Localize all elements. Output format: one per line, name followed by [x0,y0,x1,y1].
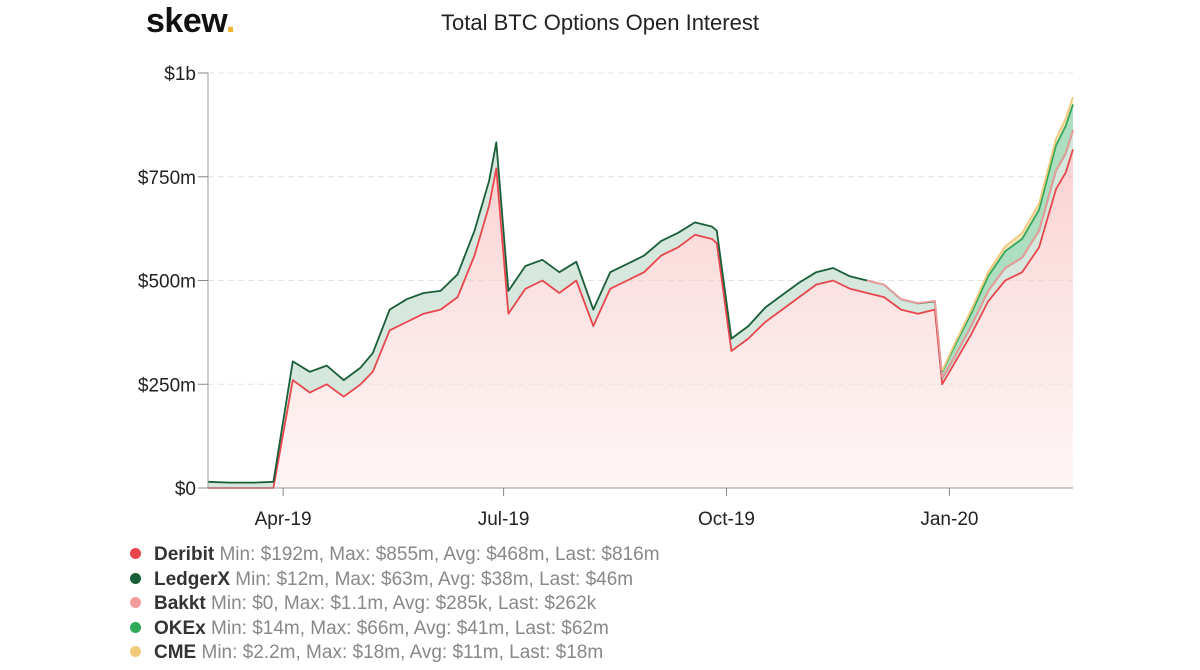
x-tick-label: Apr-19 [255,509,312,530]
legend-marker [130,621,141,633]
legend: Deribit Min: $192m, Max: $855m, Avg: $46… [130,543,660,666]
y-tick-label: $500m [138,272,196,293]
series-areas [208,97,1073,489]
area-deribit [208,149,1073,488]
x-axis-ticks: Apr-19 Jul-19 Oct-19 Jan-20 [255,488,978,530]
x-tick-label: Jul-19 [478,509,530,530]
line-deribit [208,149,1074,489]
y-tick-label: $1b [164,64,196,85]
legend-marker [130,597,141,609]
y-tick-label: $750m [138,168,196,189]
legend-series-stats: Min: $12m, Max: $63m, Avg: $38m, Last: $… [230,568,634,590]
logo-text: skew [146,2,226,40]
legend-series-name: CME [154,642,197,663]
y-tick-label: $0 [175,479,196,500]
legend-series-stats: Min: $2.2m, Max: $18m, Avg: $11m, Last: … [196,642,604,663]
legend-series-name: Deribit [154,544,215,565]
open-interest-chart: $0 $250m $500m $750m $1b Apr-19 Jul-19 Oct-19 J… [138,64,1074,530]
legend-series-name: OKEx [154,617,206,639]
logo-dot: . [225,2,235,40]
x-tick-label: Oct-19 [698,509,755,530]
legend-item-deribit[interactable]: Deribit Min: $192m, Max: $855m, Avg: $46… [130,543,660,568]
skew-logo: skew. [146,2,235,41]
legend-series-stats: Min: $14m, Max: $66m, Avg: $41m, Last: $… [205,617,609,639]
legend-series-stats: Min: $192m, Max: $855m, Avg: $468m, Last… [214,544,660,565]
y-axis-ticks: $0 $250m $500m $750m $1b [138,64,208,500]
y-tick-label: $250m [138,375,196,396]
legend-marker [130,548,141,560]
line-bakkt [866,129,1074,379]
legend-marker [130,646,141,658]
legend-series-name: LedgerX [154,568,231,590]
line-okex [941,104,1074,373]
legend-item-cme[interactable]: CME Min: $2.2m, Max: $18m, Avg: $11m, La… [130,641,660,666]
legend-item-bakkt[interactable]: Bakkt Min: $0, Max: $1.1m, Avg: $285k, L… [130,592,660,617]
legend-item-ledgerx[interactable]: LedgerX Min: $12m, Max: $63m, Avg: $38m,… [130,568,660,593]
chart-title: Total BTC Options Open Interest [441,10,759,35]
legend-marker [130,572,141,584]
line-cme [941,96,1074,372]
legend-series-name: Bakkt [154,593,206,614]
legend-item-okex[interactable]: OKEx Min: $14m, Max: $66m, Avg: $41m, La… [130,617,660,642]
series-lines [207,96,1074,489]
legend-series-stats: Min: $0, Max: $1.1m, Avg: $285k, Last: $… [205,593,597,614]
x-tick-label: Jan-20 [920,509,978,530]
